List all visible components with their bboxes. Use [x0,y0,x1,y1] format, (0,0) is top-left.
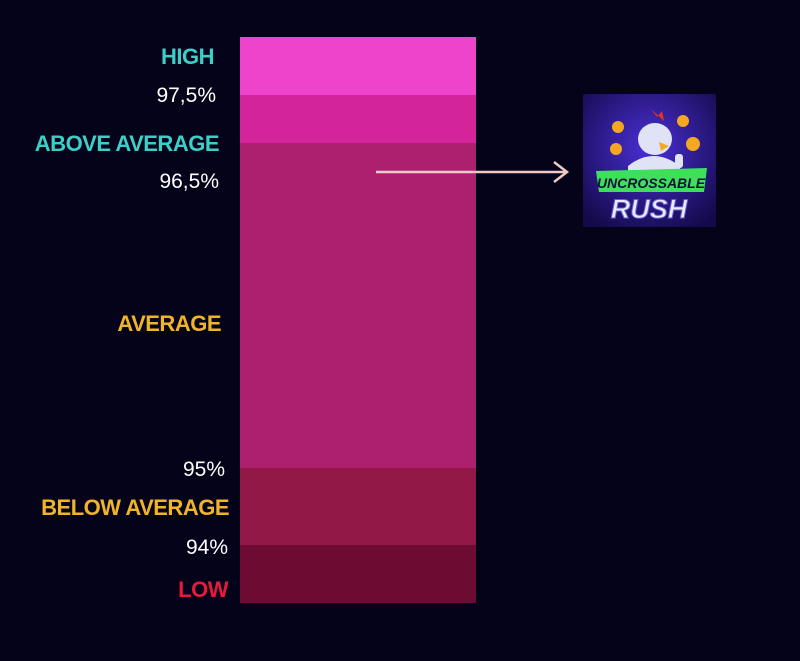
game-title-line1: UNCROSSABLE [597,175,706,191]
arrow-icon [376,161,570,183]
segment-below-average [240,468,476,545]
game-title-line2: RUSH [611,194,688,224]
segment-low [240,545,476,603]
segment-average [240,143,476,468]
threshold-95: 95% [182,458,225,481]
threshold-96-5: 96,5% [159,170,219,193]
chicken-game-logo-icon: UNCROSSABLE RUSH [583,94,716,227]
segment-high-lower [240,95,476,143]
label-low: LOW [178,577,228,602]
threshold-97-5: 97,5% [156,84,216,107]
label-average: AVERAGE [117,311,221,336]
label-above-average: ABOVE AVERAGE [34,131,220,156]
segment-high [240,37,476,95]
label-below-average: BELOW AVERAGE [41,495,229,520]
game-logo[interactable]: UNCROSSABLE RUSH [583,94,716,227]
threshold-94: 94% [185,536,228,559]
label-high: HIGH [161,44,215,69]
